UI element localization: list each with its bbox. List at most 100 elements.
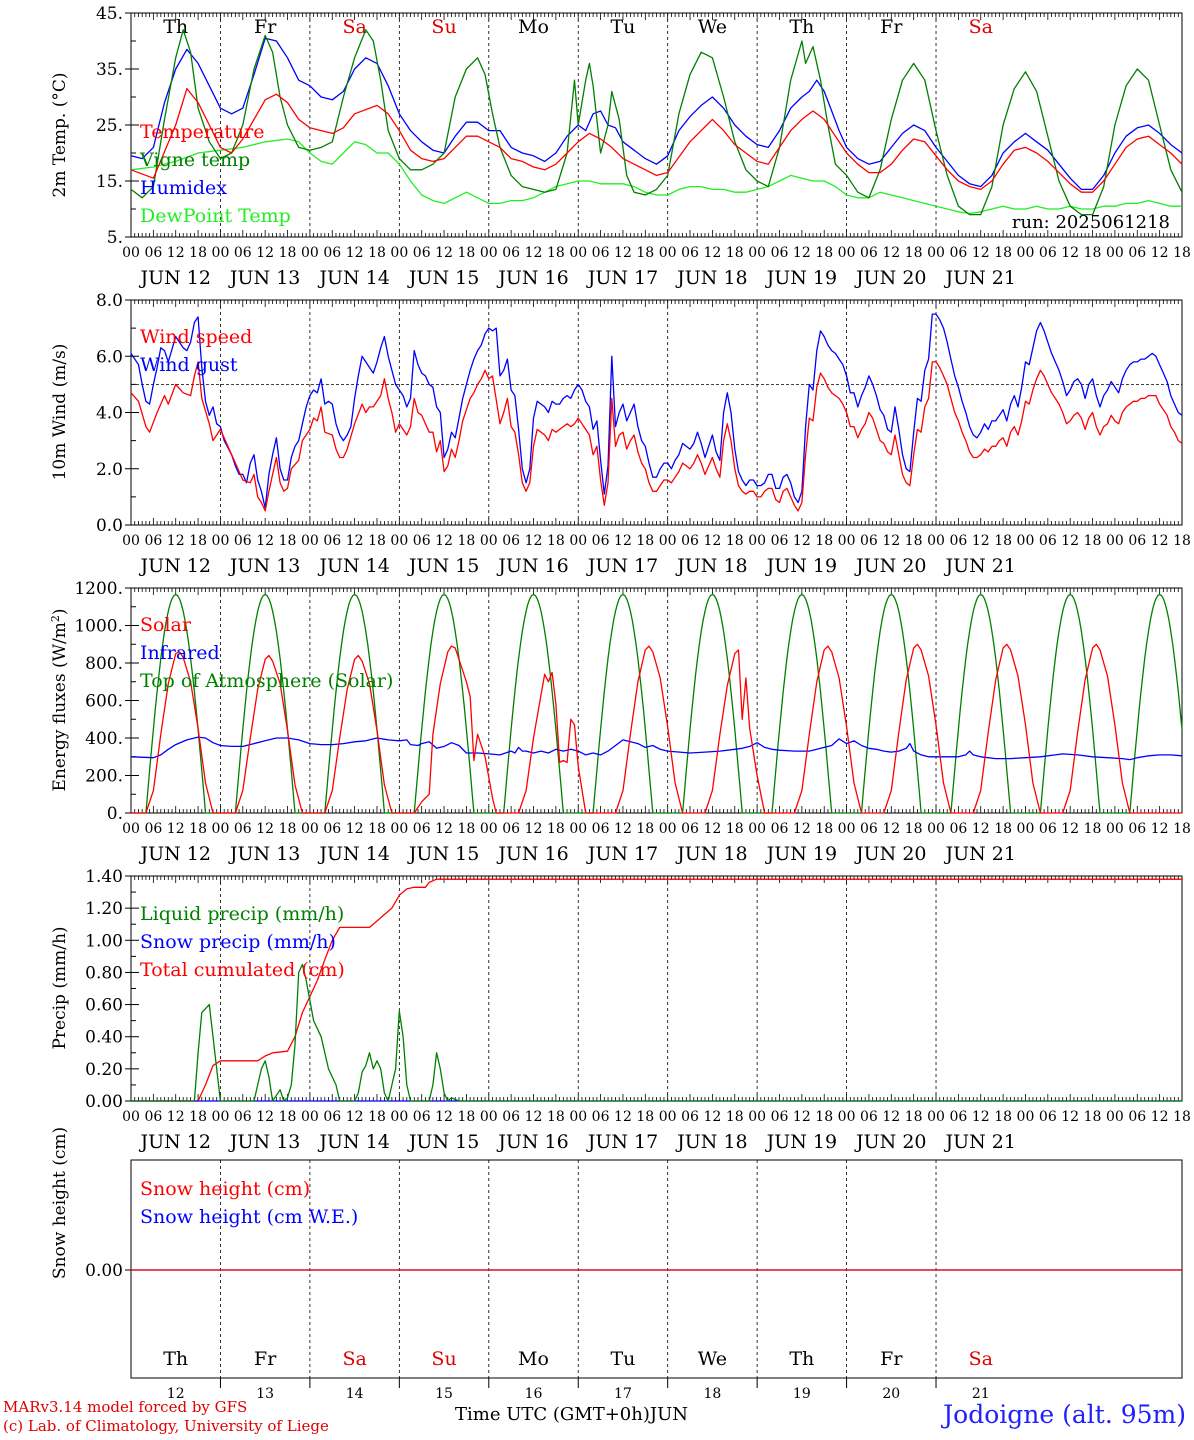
hour-label: 00 [390,1109,408,1125]
plot-frame [130,1159,1183,1379]
day-number-label: 18 [703,1386,721,1402]
y-tick-label: 1.40 [85,867,123,887]
hour-label: 12 [882,245,900,261]
y-tick-label: 5. [107,228,123,248]
series-wind-gust [130,313,1183,509]
hour-label: 12 [1061,533,1079,549]
legend-label: Top of Atmosphere (Solar) [140,670,393,692]
hour-label: 00 [748,1109,766,1125]
hour-label: 18 [815,821,833,837]
hour-label: 18 [994,245,1012,261]
hour-label: 12 [1151,245,1169,261]
hour-label: 00 [659,1109,677,1125]
hour-label: 12 [346,821,364,837]
hour-label: 12 [256,1109,274,1125]
legend-label: Snow precip (mm/h) [140,931,336,953]
hour-label: 18 [279,533,297,549]
hour-label: 00 [927,533,945,549]
hour-label: 18 [547,821,565,837]
y-axis-title: Precip (mm/h) [50,926,70,1049]
hour-label: 06 [234,821,252,837]
day-number-label: 16 [525,1386,543,1402]
hour-label: 18 [368,821,386,837]
y-tick-label: 15. [96,172,123,192]
panel-4: 0.00 0.20 0.40 0.60 0.80 1.00 1.20 1.40 Precip (… [50,867,1191,1153]
hour-label: 00 [748,821,766,837]
hour-label: 12 [703,533,721,549]
hour-label: 06 [413,1109,431,1125]
hour-label: 06 [323,533,341,549]
panel-5: 0.00 Snow height (cm) Th Fr Sa Su Mo Tu We Th Fr Sa… [50,1127,1183,1402]
y-axis-title-part: 2 [49,615,62,622]
hour-label: 00 [480,245,498,261]
y-tick-label: 1000. [74,617,123,637]
hour-label: 12 [167,1109,185,1125]
hour-label: 18 [636,1109,654,1125]
hour-label: 00 [1017,1109,1035,1125]
hour-label: 00 [212,533,230,549]
hour-label: 12 [435,821,453,837]
hour-label: 12 [614,821,632,837]
hour-label: 06 [771,821,789,837]
hour-label: 18 [994,1109,1012,1125]
day-number-label: 13 [256,1386,274,1402]
hour-label: 12 [703,1109,721,1125]
hour-label: 18 [905,1109,923,1125]
hour-label: 18 [636,245,654,261]
hour-label: 00 [838,245,856,261]
day-of-week-label: Sa [342,1348,366,1370]
hour-label: 12 [346,1109,364,1125]
date-label: JUN 16 [496,267,568,289]
date-label: JUN 19 [765,267,837,289]
hour-label: 12 [972,821,990,837]
day-of-week-label: Mo [518,16,549,38]
hour-label: 18 [189,821,207,837]
hour-label: 06 [592,245,610,261]
y-tick-label: 1200. [74,579,123,599]
y-tick-label: 0.00 [85,1092,123,1112]
hour-label: 18 [458,533,476,549]
y-tick-label: 0.60 [85,996,123,1016]
y-tick-label: 35. [96,60,123,80]
day-number-label: 12 [167,1386,185,1402]
hour-label: 06 [234,1109,252,1125]
day-of-week-label: We [698,16,727,38]
y-tick-label: 4.0 [96,404,123,424]
hour-label: 12 [614,245,632,261]
hour-label: 06 [1039,245,1057,261]
date-label: JUN 12 [138,843,210,865]
hour-label: 12 [435,1109,453,1125]
y-tick-label: 0.00 [85,1261,123,1281]
hour-label: 12 [346,245,364,261]
series-temperature [130,87,1183,193]
hour-label: 06 [860,245,878,261]
y-tick-label: 25. [96,116,123,136]
hour-label: 12 [1151,533,1169,549]
time-axis-title: Time UTC (GMT+0h)JUN [455,1404,688,1425]
hour-label: 12 [793,245,811,261]
day-of-week-label: Fr [254,16,277,38]
hour-label: 12 [1151,821,1169,837]
legend-label: Snow height (cm) [140,1178,310,1200]
y-tick-label: 0.80 [85,963,123,983]
panel-3: 0.200.400.600.800.1000.1200.Energy fluxe… [49,579,1191,865]
hour-label: 12 [793,1109,811,1125]
day-of-week-label: Su [431,1348,456,1370]
hour-label: 06 [681,1109,699,1125]
hour-label: 12 [882,1109,900,1125]
model-credits: MARv3.14 model forced by GFS (c) Lab. of… [3,1398,329,1436]
series-vigne-temp [130,29,1183,216]
hour-label: 12 [525,821,543,837]
hour-label: 06 [949,821,967,837]
hour-label: 06 [144,245,162,261]
hour-label: 06 [860,821,878,837]
hour-label: 06 [413,533,431,549]
hour-label: 00 [927,245,945,261]
hour-label: 12 [614,1109,632,1125]
y-tick-label: 1.20 [85,899,123,919]
hour-label: 18 [368,1109,386,1125]
plot-frame [130,12,1183,238]
hour-label: 00 [659,821,677,837]
